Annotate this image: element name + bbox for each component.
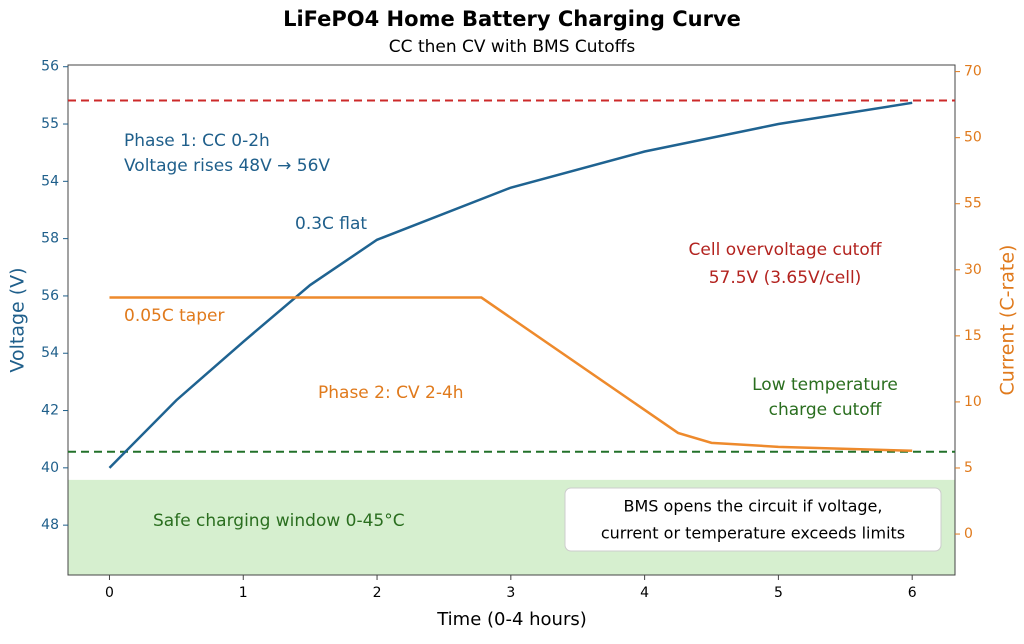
annotation: Phase 2: CV 2-4h [318, 383, 464, 403]
y-tick-label: 54 [41, 173, 59, 189]
chart-title: LiFePO4 Home Battery Charging Curve [283, 7, 741, 31]
y-tick-label: 40 [41, 460, 59, 476]
x-tick-label: 0 [105, 585, 114, 601]
annotation: 0.05C taper [124, 306, 224, 326]
annotation: Safe charging window 0-45°C [153, 511, 405, 531]
y-tick-label: 56 [41, 288, 59, 304]
y2-tick-label: 55 [964, 196, 982, 212]
y2-tick-label: 0 [964, 526, 973, 542]
y-tick-label: 54 [41, 345, 59, 361]
y2-tick-label: 30 [964, 262, 982, 278]
y-tick-label: 48 [41, 517, 59, 533]
y-tick-label: 56 [41, 59, 59, 75]
annotation: Phase 1: CC 0-2h [124, 131, 270, 151]
chart-subtitle: CC then CV with BMS Cutoffs [389, 37, 636, 57]
annotation: Voltage rises 48V → 56V [124, 156, 330, 176]
note-box [564, 487, 942, 552]
y2-tick-label: 15 [964, 328, 982, 344]
x-axis-label: Time (0-4 hours) [436, 609, 587, 630]
annotation: Cell overvoltage cutoff [689, 240, 883, 260]
annotation: Low temperature [752, 375, 898, 395]
y2-tick-label: 5 [964, 460, 973, 476]
y2-axis-label: Current (C-rate) [997, 245, 1019, 396]
x-tick-label: 1 [239, 585, 248, 601]
y2-tick-label: 10 [964, 394, 982, 410]
x-tick-label: 3 [506, 585, 515, 601]
y2-tick-label: 70 [964, 64, 982, 80]
annotation: 57.5V (3.65V/cell) [709, 268, 862, 288]
note-text: BMS opens the circuit if voltage, [624, 497, 883, 516]
y-tick-label: 55 [41, 116, 59, 132]
y-axis-label: Voltage (V) [7, 267, 29, 372]
x-tick-label: 4 [640, 585, 649, 601]
note-text: current or temperature exceeds limits [601, 524, 905, 543]
plot-frame [67, 64, 956, 576]
y2-tick-label: 50 [964, 130, 982, 146]
x-tick-label: 2 [373, 585, 382, 601]
series-line [109, 296, 913, 453]
y-tick-label: 42 [41, 403, 59, 419]
series-line [108, 101, 913, 469]
y-tick-label: 58 [41, 231, 59, 247]
x-tick-label: 6 [908, 585, 917, 601]
annotation: 0.3C flat [295, 214, 367, 234]
x-tick-label: 5 [774, 585, 783, 601]
annotation: charge cutoff [769, 400, 883, 420]
